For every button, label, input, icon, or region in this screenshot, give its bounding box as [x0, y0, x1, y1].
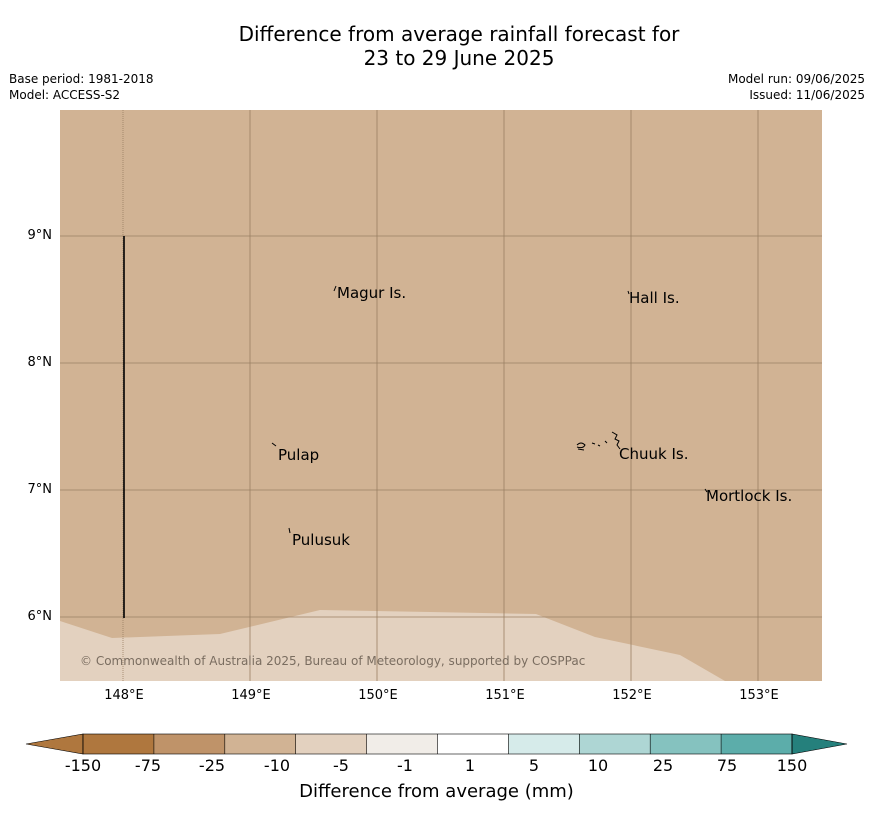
lat-label-8n: 8°N — [27, 355, 53, 370]
colorbar-segment — [437, 734, 509, 754]
island-chuuk — [576, 431, 621, 451]
colorbar-segment — [579, 734, 651, 754]
colorbar-segment — [83, 734, 154, 754]
place-chuuk: Chuuk Is. — [619, 445, 689, 463]
model-name: Model: ACCESS-S2 — [9, 88, 121, 102]
legend-tick-label: -25 — [198, 756, 226, 775]
island-mortlock — [704, 488, 708, 493]
lat-label-6n: 6°N — [27, 609, 53, 624]
base-period: Base period: 1981-2018 — [9, 72, 154, 86]
place-magur: Magur Is. — [337, 284, 407, 302]
colorbar-segment — [650, 734, 722, 754]
island-pulap — [271, 442, 277, 447]
parallels — [60, 235, 822, 618]
title-line-2: 23 to 29 June 2025 — [363, 46, 555, 70]
legend-tick-label: 150 — [776, 756, 808, 775]
meta-right: Model run: 09/06/2025 Issued: 11/06/2025 — [728, 71, 865, 103]
chart-title: Difference from average rainfall forecas… — [0, 22, 873, 70]
copyright-notice: © Commonwealth of Australia 2025, Bureau… — [80, 654, 586, 668]
island-outlines — [271, 285, 708, 534]
legend-tick-label: -75 — [134, 756, 162, 775]
legend-tick-label: 1 — [464, 756, 476, 775]
lat-label-7n: 7°N — [27, 482, 53, 497]
legend-tick-label: -150 — [64, 756, 102, 775]
place-hall: Hall Is. — [629, 289, 680, 307]
model-run: Model run: 09/06/2025 — [727, 72, 865, 86]
map-graphics — [60, 110, 822, 681]
place-mortlock: Mortlock Is. — [706, 487, 793, 505]
issued-date: Issued: 11/06/2025 — [749, 88, 865, 102]
island-magur — [333, 285, 337, 292]
colorbar-border — [82, 733, 793, 755]
place-pulusuk: Pulusuk — [292, 531, 350, 549]
lon-label-149e: 149°E — [231, 688, 271, 703]
lat-label-9n: 9°N — [27, 228, 53, 243]
legend-tick-label: -1 — [397, 756, 413, 775]
island-hall — [627, 290, 630, 295]
lon-label-150e: 150°E — [358, 688, 398, 703]
colorbar-arrow-low — [25, 733, 84, 755]
colorbar-segment — [721, 734, 792, 754]
legend-tick-label: -5 — [333, 756, 349, 775]
legend-tick-label: 75 — [716, 756, 738, 775]
colorbar — [25, 733, 848, 755]
legend-tick-label: 25 — [652, 756, 674, 775]
lon-label-148e: 148°E — [104, 688, 144, 703]
lon-label-152e: 152°E — [612, 688, 652, 703]
place-pulap: Pulap — [278, 446, 320, 464]
island-pulusuk — [288, 527, 291, 534]
map-area: Magur Is. Hall Is. Pulap Chuuk Is. Mortl… — [60, 110, 822, 681]
colorbar-segment — [508, 734, 580, 754]
meta-left: Base period: 1981-2018 Model: ACCESS-S2 — [9, 71, 154, 103]
colorbar-segment — [224, 734, 296, 754]
colorbar-arrow-high — [791, 733, 848, 755]
legend-title: Difference from average (mm) — [299, 781, 574, 802]
legend-tick-label: -10 — [263, 756, 291, 775]
colorbar-segment — [295, 734, 367, 754]
colorbar-segment — [153, 734, 225, 754]
lighter-rainfall-region — [60, 610, 725, 681]
colorbar-segment — [366, 734, 438, 754]
lon-label-151e: 151°E — [485, 688, 525, 703]
title-line-1: Difference from average rainfall forecas… — [238, 22, 680, 46]
legend-tick-label: 5 — [528, 756, 540, 775]
meridians — [122, 110, 759, 681]
lon-label-153e: 153°E — [739, 688, 779, 703]
legend-tick-label: 10 — [587, 756, 609, 775]
